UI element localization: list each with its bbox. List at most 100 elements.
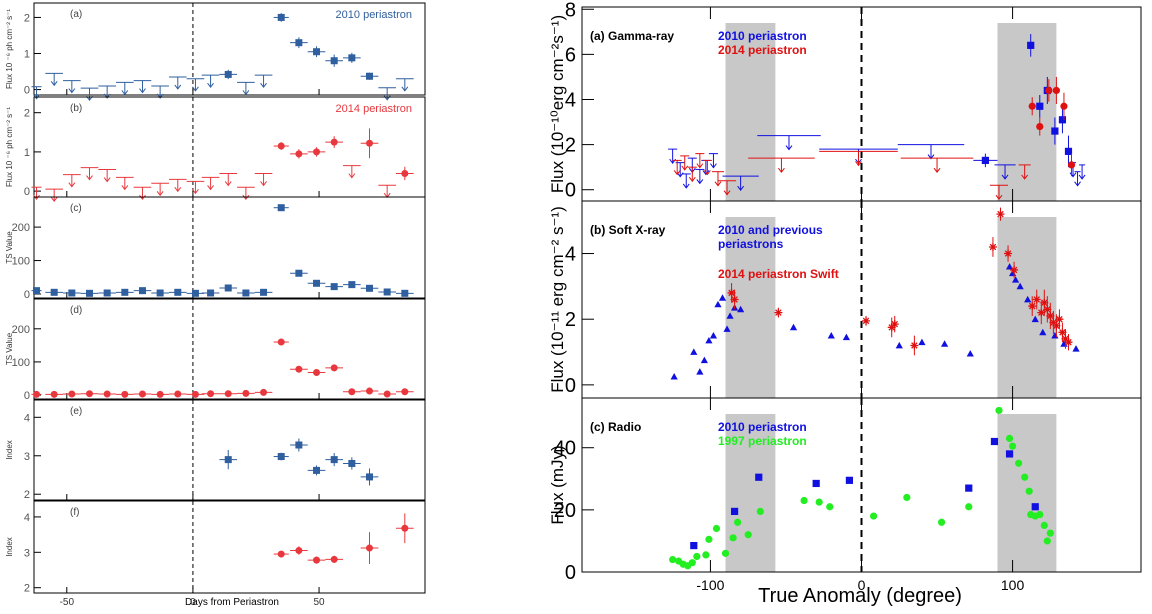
x-tick-label: 0: [190, 597, 196, 608]
upper-limit-head: [696, 179, 704, 185]
data-point: [295, 150, 303, 158]
series: [670, 263, 1080, 380]
upper-limit-head: [156, 190, 164, 197]
legend-entry: periastrons: [718, 237, 784, 251]
data-point: [918, 338, 926, 346]
left-panel-e: 2 3 4 (e) Index: [5, 399, 426, 501]
y-tick-label: 100: [12, 256, 30, 268]
panel-title: (a) Gamma-ray: [590, 29, 674, 43]
data-point: [295, 39, 303, 47]
data-point: [1012, 276, 1020, 283]
data-point: [313, 369, 321, 377]
upper-limit-head: [192, 86, 199, 92]
shaded-region: [725, 23, 776, 201]
y-tick-label: 2: [24, 12, 30, 24]
data-point: [1067, 161, 1076, 169]
data-point: [696, 368, 704, 375]
data-point: [1016, 282, 1024, 290]
data-point: [277, 13, 285, 21]
upper-limit-head: [86, 175, 93, 181]
data-point: [842, 333, 850, 341]
data-point: [1046, 529, 1054, 537]
data-point: [1028, 302, 1037, 311]
y-tick-label: 40: [554, 438, 576, 460]
data-point: [734, 518, 742, 526]
y-axis-label: TS Value: [5, 332, 14, 365]
data-point: [800, 496, 808, 505]
data-point: [1010, 265, 1019, 274]
data-point: [1039, 328, 1047, 336]
data-point: [1040, 298, 1049, 307]
upper-limit-head: [207, 82, 214, 88]
data-point: [348, 54, 356, 62]
y-tick-label: 4: [24, 512, 30, 524]
upper-limit-head: [242, 90, 250, 96]
upper-limit-head: [50, 81, 58, 87]
data-point: [138, 287, 146, 295]
upper-limit-head: [710, 163, 717, 169]
x-tick-label: 50: [313, 597, 325, 608]
upper-limit-head: [673, 170, 681, 176]
data-point: [812, 479, 820, 488]
data-point: [121, 390, 129, 398]
upper-limit-head: [139, 88, 146, 94]
upper-limit-head: [103, 177, 111, 183]
x-tick-label: -100: [696, 577, 724, 593]
data-point: [669, 555, 677, 564]
upper-limit-head: [737, 185, 745, 192]
data-point: [1008, 442, 1017, 450]
upper-limit-head: [401, 86, 409, 92]
y-axis-label: Flux (mJy): [548, 445, 567, 524]
y-tick-label: 3: [24, 451, 30, 463]
upper-limit-head: [785, 145, 793, 151]
data-point: [723, 325, 731, 332]
y-tick-label: 0: [24, 390, 30, 402]
panel-letter: (d): [70, 305, 82, 316]
data-point: [965, 484, 973, 492]
y-tick-label: 1: [24, 49, 30, 61]
upper-limit-head: [121, 90, 129, 96]
y-tick-label: 1: [24, 147, 30, 159]
data-point: [1004, 249, 1013, 258]
y-tick-label: 0: [565, 180, 576, 202]
upper-limit-head: [995, 194, 1003, 201]
data-point: [295, 269, 303, 277]
data-point: [1052, 321, 1061, 330]
data-point: [330, 57, 338, 65]
data-point: [1024, 295, 1032, 303]
data-point: [313, 466, 321, 474]
data-point: [156, 390, 164, 398]
left-panel-frame: [33, 399, 426, 501]
data-point: [714, 300, 722, 308]
data-point: [756, 507, 764, 516]
data-point: [1040, 521, 1048, 529]
shaded-region: [997, 23, 1057, 201]
data-point: [937, 518, 946, 526]
y-tick-label: 2: [24, 489, 30, 501]
x-tick-label: -50: [60, 597, 75, 608]
data-point: [1058, 328, 1067, 337]
data-point: [1005, 434, 1014, 442]
data-point: [995, 406, 1003, 415]
data-point: [348, 459, 356, 467]
data-point: [242, 289, 250, 297]
data-point: [869, 512, 878, 520]
x-tick-label: 0: [858, 577, 866, 593]
data-point: [85, 390, 93, 398]
data-point: [702, 551, 710, 559]
y-axis-label: Index: [5, 537, 14, 557]
upper-limit-head: [260, 181, 267, 187]
series: [672, 76, 1076, 201]
right-x-axis-label: True Anomaly (degree): [758, 585, 962, 607]
data-point: [50, 288, 58, 296]
data-point: [207, 289, 215, 297]
data-point: [996, 210, 1005, 219]
data-point: [895, 341, 903, 349]
series: [690, 437, 1039, 550]
data-point: [242, 389, 250, 397]
data-point: [1049, 318, 1058, 327]
data-point: [845, 476, 854, 484]
upper-limit-head: [1078, 174, 1086, 180]
